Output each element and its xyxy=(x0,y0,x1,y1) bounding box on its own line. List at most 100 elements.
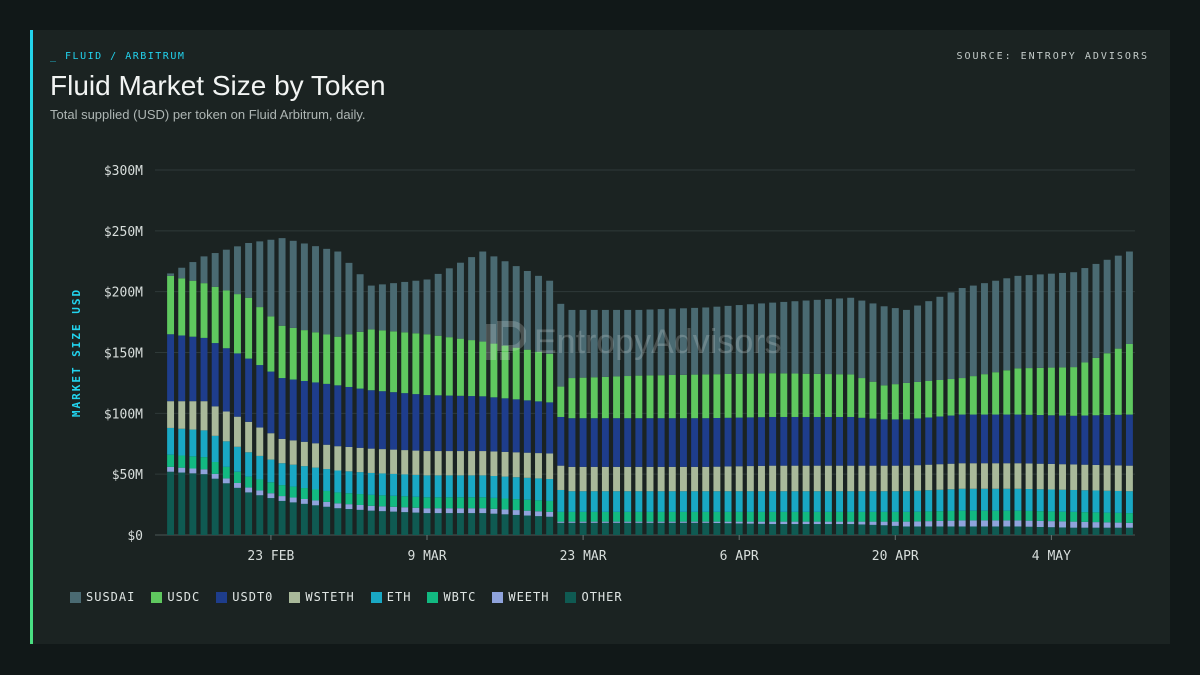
legend-label: USDT0 xyxy=(232,590,274,604)
bar-segment-usdc xyxy=(1059,367,1066,416)
bar-segment-wbtc xyxy=(847,511,855,522)
bar-segment-usdc xyxy=(390,331,398,393)
bar-segment-susdai xyxy=(211,253,219,287)
bar-segment-usdc xyxy=(312,332,319,383)
bar-segment-weeth xyxy=(423,508,431,514)
bar-segment-eth xyxy=(758,491,765,512)
bar-stack xyxy=(501,261,509,535)
bar-segment-eth xyxy=(958,488,966,511)
bar-stack xyxy=(1081,268,1089,535)
bar-segment-weeth xyxy=(891,521,899,526)
bar-segment-usdt0 xyxy=(423,395,431,452)
bar-stack xyxy=(1003,278,1011,535)
bar-segment-usdc xyxy=(189,280,197,337)
bar-segment-eth xyxy=(925,490,933,512)
bar-segment-usdc xyxy=(936,379,944,417)
bar-segment-other xyxy=(836,524,843,535)
bar-segment-wbtc xyxy=(791,511,799,522)
bar-segment-other xyxy=(557,522,565,535)
bar-segment-usdt0 xyxy=(267,371,275,434)
bar-segment-other xyxy=(613,522,621,535)
bar-segment-eth xyxy=(189,429,197,457)
bar-stack xyxy=(791,301,799,535)
bar-segment-wsteth xyxy=(746,466,754,492)
bar-segment-weeth xyxy=(936,520,944,527)
bar-segment-usdt0 xyxy=(178,335,186,402)
bar-segment-usdc xyxy=(836,374,843,417)
x-tick-label: 9 MAR xyxy=(407,549,446,564)
bar-segment-weeth xyxy=(367,505,375,511)
bar-segment-susdai xyxy=(1047,273,1055,368)
bar-segment-wsteth xyxy=(1114,465,1122,491)
bar-segment-wbtc xyxy=(1103,512,1111,523)
bar-segment-weeth xyxy=(1070,521,1078,528)
bar-segment-usdc xyxy=(969,376,977,415)
bar-segment-usdc xyxy=(1114,348,1122,415)
bar-segment-eth xyxy=(222,441,230,467)
bar-segment-usdc xyxy=(267,316,275,372)
legend-item-eth: ETH xyxy=(370,590,412,604)
bar-stack xyxy=(568,309,576,535)
bar-segment-weeth xyxy=(312,500,319,506)
bar-segment-weeth xyxy=(646,521,654,523)
bar-segment-susdai xyxy=(323,248,331,335)
bar-segment-susdai xyxy=(713,306,721,375)
bar-segment-usdt0 xyxy=(836,416,843,466)
bar-segment-wsteth xyxy=(702,466,710,492)
bar-segment-wbtc xyxy=(1081,512,1089,522)
bar-segment-weeth xyxy=(836,521,843,525)
bar-segment-wsteth xyxy=(969,463,977,489)
bar-segment-weeth xyxy=(981,520,988,527)
bar-stack xyxy=(445,268,453,535)
bar-segment-eth xyxy=(468,475,476,498)
bar-segment-wsteth xyxy=(412,450,420,475)
bar-segment-usdt0 xyxy=(211,343,219,407)
bar-segment-other xyxy=(468,513,476,535)
bar-segment-usdt0 xyxy=(691,418,699,467)
bar-segment-weeth xyxy=(378,506,386,512)
legend: SUSDAI USDC USDT0 WSTETH ETH WBTC WEETH OTHER xyxy=(70,590,623,604)
bar-stack xyxy=(323,248,331,535)
bar-segment-susdai xyxy=(345,262,353,335)
bar-segment-susdai xyxy=(869,303,877,382)
bar-segment-wsteth xyxy=(234,416,241,447)
bar-segment-wsteth xyxy=(211,406,219,436)
bar-segment-weeth xyxy=(679,521,687,523)
bar-segment-usdc xyxy=(646,375,654,419)
bar-segment-other xyxy=(969,526,977,535)
bar-segment-wbtc xyxy=(624,511,632,522)
bar-segment-susdai xyxy=(847,297,855,375)
bar-segment-usdt0 xyxy=(914,418,922,466)
bar-segment-other xyxy=(490,513,498,535)
bar-segment-usdc xyxy=(869,381,877,419)
bar-segment-other xyxy=(401,512,409,535)
bar-segment-wbtc xyxy=(512,499,520,511)
bar-segment-eth xyxy=(256,455,264,480)
bar-segment-usdt0 xyxy=(334,385,342,447)
bar-segment-wbtc xyxy=(267,482,275,494)
bar-segment-weeth xyxy=(390,506,398,512)
bar-segment-wbtc xyxy=(635,511,643,522)
bar-segment-eth xyxy=(646,491,654,512)
bar-segment-eth xyxy=(523,477,531,500)
bar-segment-wsteth xyxy=(1025,463,1033,490)
bar-segment-weeth xyxy=(1081,521,1089,528)
bar-segment-usdt0 xyxy=(278,378,286,439)
bar-segment-susdai xyxy=(836,298,843,375)
bar-segment-usdc xyxy=(300,330,308,381)
bar-segment-usdt0 xyxy=(992,414,1000,464)
bar-segment-susdai xyxy=(981,283,988,375)
bar-segment-usdc xyxy=(211,286,219,344)
axis-labels: $0 $50M $100M $150M $200M $250M $300M 23 FEB 9 M… xyxy=(70,164,1071,564)
bar-stack xyxy=(981,283,988,535)
bar-segment-susdai xyxy=(880,306,888,386)
bar-segment-wsteth xyxy=(267,433,275,460)
bar-segment-susdai xyxy=(679,308,687,375)
bar-segment-susdai xyxy=(200,256,208,284)
bar-segment-wsteth xyxy=(222,411,230,442)
bar-segment-other xyxy=(758,523,765,535)
bar-segment-usdc xyxy=(791,373,799,417)
bar-segment-usdt0 xyxy=(512,399,520,453)
bar-segment-weeth xyxy=(1025,520,1033,527)
bar-segment-usdc xyxy=(546,353,554,403)
